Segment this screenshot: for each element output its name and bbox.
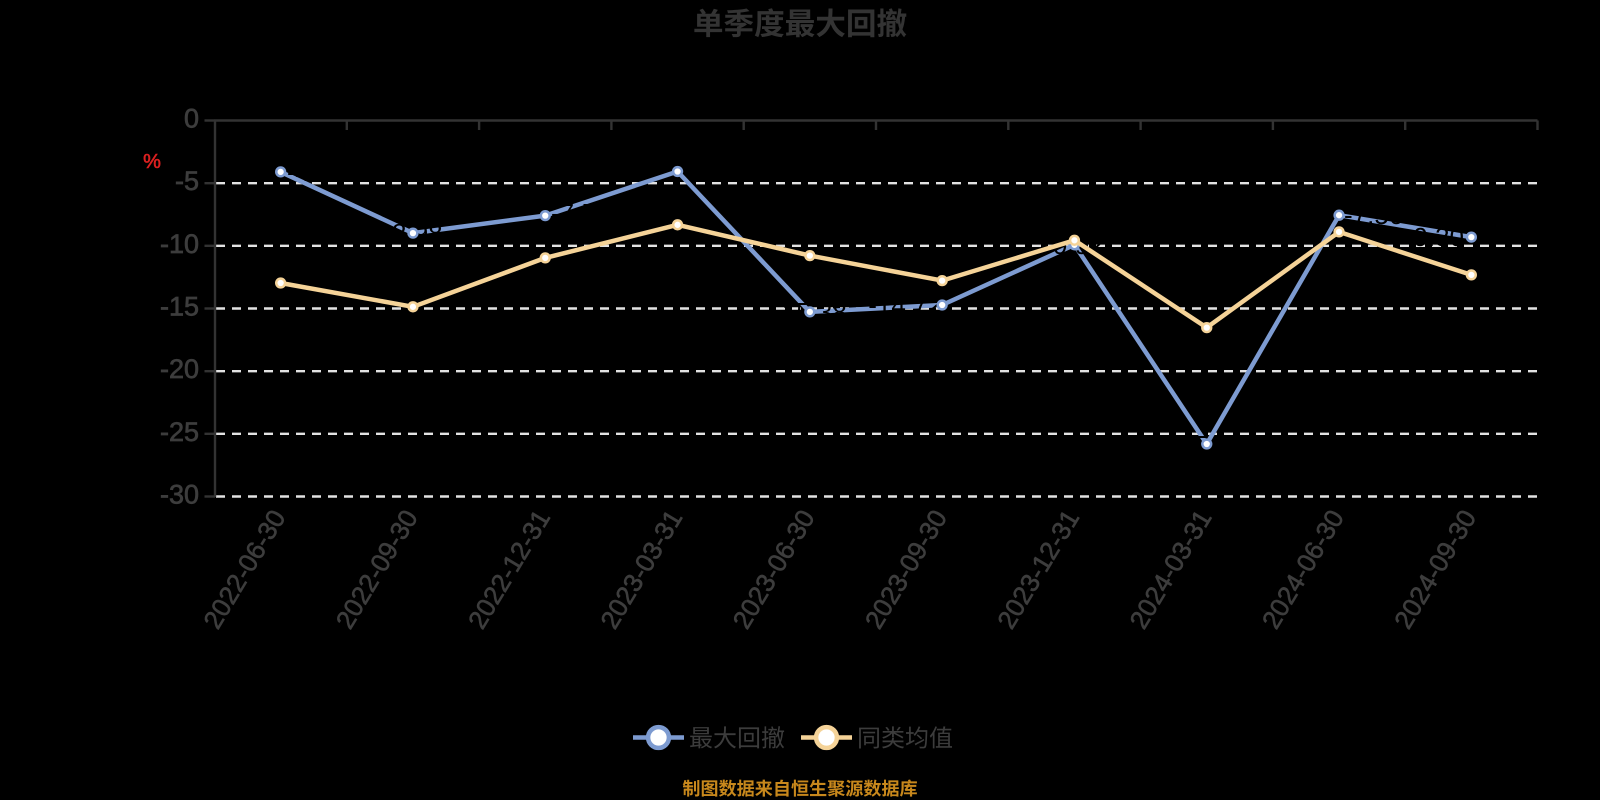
svg-text:2023-12-31: 2023-12-31	[991, 504, 1085, 633]
svg-text:-7.58: -7.58	[551, 198, 610, 228]
svg-text:-15: -15	[160, 292, 199, 322]
svg-text:-10: -10	[160, 229, 199, 259]
svg-text:-4.07: -4.07	[684, 157, 743, 187]
svg-text:2023-03-31: 2023-03-31	[594, 504, 688, 633]
svg-text:2023-06-30: 2023-06-30	[726, 504, 820, 633]
svg-text:2022-12-31: 2022-12-31	[462, 504, 556, 633]
svg-text:2024-06-30: 2024-06-30	[1256, 504, 1350, 633]
svg-text:-20: -20	[160, 354, 199, 384]
svg-text:2024-09-30: 2024-09-30	[1388, 504, 1482, 633]
svg-text:-9.30: -9.30	[1405, 222, 1464, 252]
svg-text:2024-03-31: 2024-03-31	[1123, 504, 1217, 633]
svg-text:%: %	[143, 151, 161, 173]
svg-text:2022-09-30: 2022-09-30	[330, 504, 424, 633]
svg-text:-25: -25	[160, 417, 199, 447]
svg-text:2023-09-30: 2023-09-30	[859, 504, 953, 633]
svg-text:-30: -30	[160, 480, 199, 510]
svg-text:0: 0	[184, 104, 199, 134]
svg-text:-14.72: -14.72	[868, 290, 942, 320]
svg-text:-5: -5	[175, 166, 199, 196]
svg-text:2022-06-30: 2022-06-30	[197, 504, 291, 633]
svg-text:-7.56: -7.56	[1344, 200, 1403, 230]
svg-text:-4.10: -4.10	[287, 157, 346, 187]
